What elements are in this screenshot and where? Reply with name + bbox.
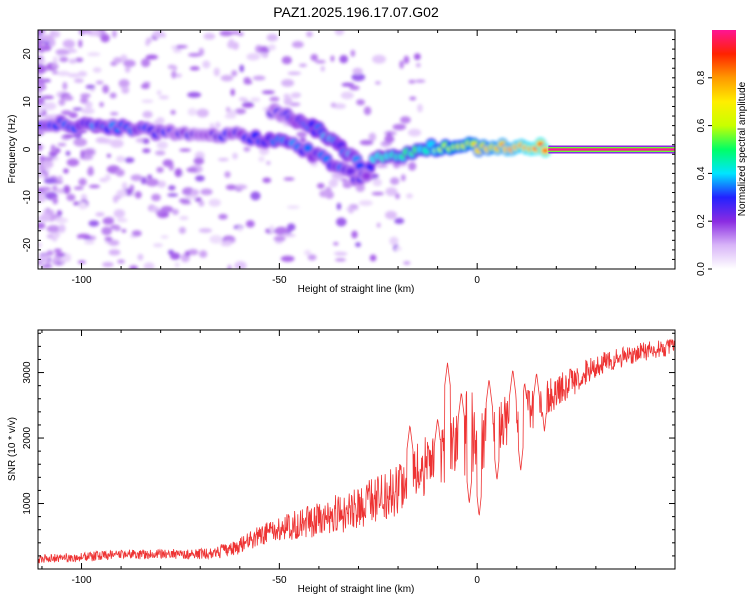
snr-frame — [37, 329, 676, 570]
spectrogram-x-axis-label: Height of straight line (km) — [298, 284, 415, 295]
spectrogram-y-tick-label: 0 — [22, 146, 33, 152]
spectrogram-x-tick-label: -100 — [72, 275, 92, 286]
snr-y-tick-label: 1000 — [22, 492, 33, 515]
snr-x-tick-label: 0 — [474, 575, 480, 586]
spectrogram-x-tick-label: -50 — [272, 275, 287, 286]
spectrogram-ridge — [38, 102, 552, 187]
colorbar: 0.0 0.2 0.4 0.6 0.8 Normalized spectral ampl… — [696, 30, 748, 276]
colorbar-tick-label: 0.4 — [696, 166, 707, 180]
colorbar-ticks: 0.0 0.2 0.4 0.6 0.8 — [696, 70, 712, 276]
snr-ticks: -100 -50 0 1000 2000 3000 — [22, 330, 676, 586]
colorbar-label: Normalized spectral amplitude — [737, 81, 748, 216]
spectrogram-y-axis-label: Frequency (Hz) — [7, 115, 18, 184]
snr-y-axis-label: SNR (10 * v/v) — [7, 417, 18, 481]
spectrogram-image — [38, 30, 675, 269]
spectrogram-x-tick-label: 0 — [474, 275, 480, 286]
spectrogram-y-tick-label: -20 — [22, 237, 33, 252]
snr-x-tick-label: -100 — [72, 575, 92, 586]
spectrogram-frame — [37, 29, 676, 270]
spectrogram-tone-core — [548, 148, 675, 151]
snr-background — [38, 330, 675, 569]
snr-x-axis-label: Height of straight line (km) — [298, 584, 415, 595]
spectrogram-noise — [38, 30, 426, 269]
spectrogram-y-tick-label: -10 — [22, 190, 33, 205]
colorbar-tick-label: 0.2 — [696, 214, 707, 228]
snr-panel: -100 -50 0 1000 2000 3000 Height of straight … — [7, 329, 676, 595]
snr-y-tick-label: 2000 — [22, 426, 33, 449]
spectrogram-y-tick-label: 20 — [22, 48, 33, 60]
colorbar-bar — [712, 30, 736, 269]
colorbar-tick-label: 0.8 — [696, 70, 707, 84]
figure-title: PAZ1.2025.196.17.07.G02 — [273, 4, 439, 20]
snr-series-line — [38, 338, 675, 564]
colorbar-tick-label: 0.6 — [696, 118, 707, 132]
snr-x-tick-label: -50 — [272, 575, 287, 586]
colorbar-tick-label: 0.0 — [696, 262, 707, 276]
spectrogram-y-tick-label: 10 — [22, 96, 33, 108]
snr-y-tick-label: 3000 — [22, 361, 33, 384]
